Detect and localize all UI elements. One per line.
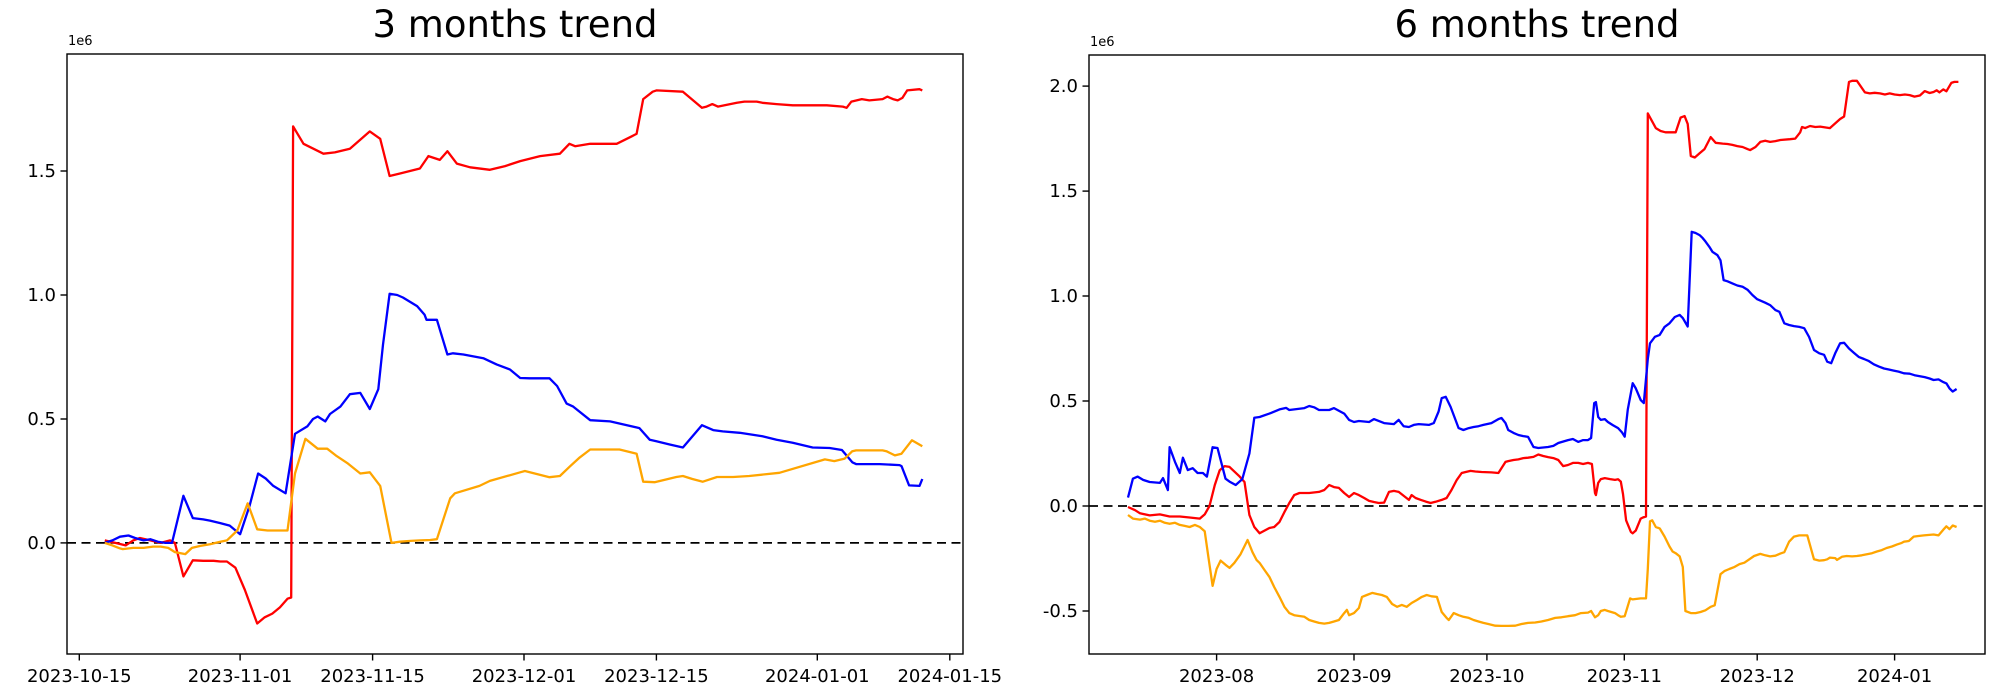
x-tick-label: 2023-10-15 <box>27 666 132 687</box>
chart-title-6-months: 6 months trend <box>1394 3 1680 46</box>
x-tick-label: 2024-01-01 <box>765 666 870 687</box>
x-tick-label: 2023-10 <box>1449 666 1524 687</box>
chart-title-3-months: 3 months trend <box>372 3 658 46</box>
y-tick-label: 1.0 <box>27 285 56 306</box>
y-tick-label: 1.0 <box>1049 286 1078 307</box>
y-tick-label: 0.5 <box>27 409 56 430</box>
x-tick-label: 2023-12 <box>1720 666 1795 687</box>
series-red-line <box>104 88 923 625</box>
x-tick-label: 2023-12-15 <box>604 666 709 687</box>
axes-frame <box>1088 54 1986 655</box>
x-tick-label: 2023-11 <box>1587 666 1662 687</box>
x-tick-label: 2024-01 <box>1857 666 1932 687</box>
series-blue-line <box>104 292 924 545</box>
x-tick-label: 2023-09 <box>1316 666 1391 687</box>
x-tick-label: 2023-08 <box>1179 666 1254 687</box>
x-tick-label: 2024-01-15 <box>897 666 1002 687</box>
x-tick-label: 2023-11-15 <box>320 666 425 687</box>
series-orange-line <box>104 437 923 556</box>
y-tick-label: 1.5 <box>1049 181 1078 202</box>
series-orange-line <box>1127 514 1958 628</box>
y-tick-label: 0.0 <box>1049 496 1078 517</box>
y-tick-label: 2.0 <box>1049 76 1078 97</box>
y-tick-label: 1.5 <box>27 161 56 182</box>
chart-1: 2023-08 2023-09 2023-10 2023-11 2023-12 2024-… <box>1043 54 1986 687</box>
x-tick-label: 2023-12-01 <box>472 666 577 687</box>
y-tick-label: -0.5 <box>1043 601 1078 622</box>
series-red-line <box>1127 79 1959 535</box>
chart-0: 2023-10-15 2023-11-01 2023-11-15 2023-12-01… <box>27 53 1002 687</box>
series-blue-line <box>1126 230 1958 498</box>
x-tick-label: 2023-11-01 <box>188 666 293 687</box>
axes-frame <box>66 53 964 655</box>
y-axis-offset-label-left: 1e6 <box>68 34 93 49</box>
y-axis-offset-label-right: 1e6 <box>1090 35 1115 50</box>
y-tick-label: 0.0 <box>27 533 56 554</box>
y-tick-label: 0.5 <box>1049 391 1078 412</box>
